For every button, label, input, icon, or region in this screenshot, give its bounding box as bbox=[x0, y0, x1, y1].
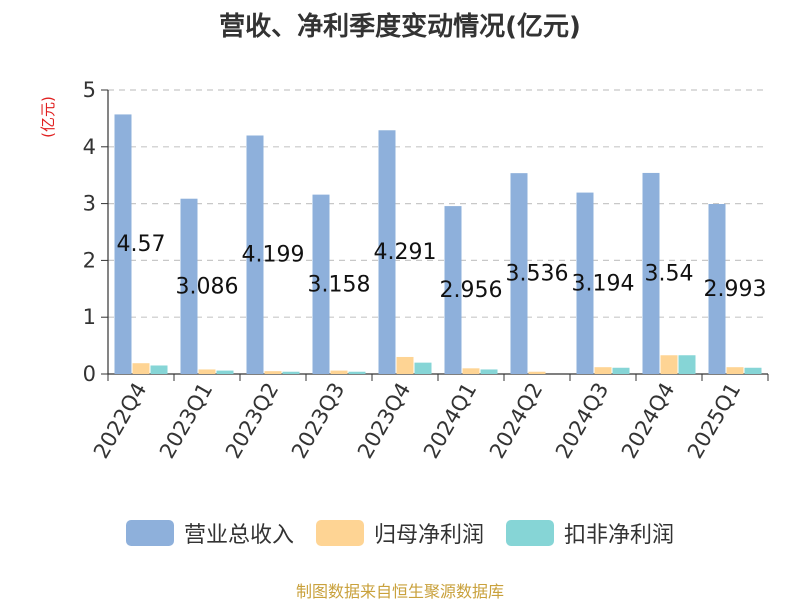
y-axis-ticks: 0 1 2 3 4 5 bbox=[83, 78, 108, 386]
bar-1-2 bbox=[264, 371, 282, 374]
bar-2-4 bbox=[414, 362, 432, 374]
legend-label: 营业总收入 bbox=[183, 523, 294, 548]
bar-0-7 bbox=[576, 192, 594, 374]
bar-0-4 bbox=[378, 130, 396, 374]
bar-1-6 bbox=[528, 371, 546, 374]
bar-0-9 bbox=[708, 203, 726, 374]
data-label: 4.291 bbox=[374, 240, 437, 265]
legend-label: 扣非净利润 bbox=[564, 523, 675, 548]
y-tick-label: 4 bbox=[83, 135, 96, 159]
x-tick-label: 2023Q3 bbox=[287, 379, 349, 463]
legend-swatch bbox=[315, 520, 364, 546]
legend-item[interactable]: 扣非净利润 bbox=[506, 517, 674, 549]
bar-1-9 bbox=[726, 367, 744, 374]
x-tick-label: 2022Q4 bbox=[89, 379, 151, 463]
bar-0-1 bbox=[180, 198, 198, 374]
x-tick-label: 2024Q2 bbox=[485, 379, 547, 463]
bar-2-7 bbox=[612, 367, 630, 374]
bar-1-0 bbox=[132, 363, 150, 374]
y-axis-unit-label: (亿元) bbox=[39, 96, 57, 138]
bar-1-5 bbox=[462, 368, 480, 374]
bar-1-8 bbox=[660, 355, 678, 374]
x-tick-label: 2024Q4 bbox=[617, 379, 679, 463]
y-tick-label: 1 bbox=[83, 305, 96, 329]
legend-item[interactable]: 归母净利润 bbox=[315, 517, 484, 549]
x-tick-label: 2023Q2 bbox=[221, 379, 283, 463]
bar-0-8 bbox=[642, 172, 660, 374]
x-tick-label: 2024Q3 bbox=[551, 379, 613, 463]
data-label: 4.199 bbox=[242, 243, 305, 268]
chart-title: 营收、净利季度变动情况(亿元) bbox=[219, 12, 581, 42]
x-tick-label: 2023Q4 bbox=[353, 379, 415, 463]
bar-0-5 bbox=[444, 206, 462, 374]
bar-1-1 bbox=[198, 369, 216, 374]
y-tick-label: 2 bbox=[83, 248, 96, 272]
bar-2-3 bbox=[348, 371, 366, 374]
bar-0-3 bbox=[312, 194, 330, 374]
bar-2-9 bbox=[744, 367, 762, 374]
legend: 营业总收入 归母净利润 扣非净利润 bbox=[0, 517, 800, 549]
bar-1-7 bbox=[594, 367, 612, 374]
bar-2-2 bbox=[282, 371, 300, 374]
data-label: 2.956 bbox=[440, 278, 503, 303]
y-tick-label: 3 bbox=[83, 192, 96, 216]
data-label: 4.57 bbox=[117, 232, 166, 257]
bar-1-3 bbox=[330, 370, 348, 374]
bar-0-2 bbox=[246, 135, 264, 374]
data-label: 3.194 bbox=[572, 271, 635, 296]
x-tick-label: 2024Q1 bbox=[419, 379, 481, 463]
bar-0-6 bbox=[510, 173, 528, 374]
legend-swatch bbox=[506, 520, 554, 546]
data-label: 3.54 bbox=[645, 261, 694, 286]
bar-2-1 bbox=[216, 370, 234, 374]
legend-item[interactable]: 营业总收入 bbox=[125, 517, 294, 549]
data-label: 3.086 bbox=[176, 274, 239, 299]
bar-2-8 bbox=[678, 355, 696, 374]
bar-0-0 bbox=[114, 114, 132, 374]
x-axis-ticks: 2022Q4 2023Q1 2023Q2 2023Q3 2023Q4 2024Q1 2024… bbox=[89, 374, 769, 463]
bar-2-5 bbox=[480, 369, 498, 374]
bar-1-4 bbox=[396, 356, 414, 374]
y-tick-label: 0 bbox=[83, 362, 96, 386]
legend-swatch bbox=[125, 520, 174, 546]
x-tick-label: 2025Q1 bbox=[683, 379, 745, 463]
data-label: 3.536 bbox=[506, 262, 569, 287]
x-tick-label: 2023Q1 bbox=[155, 379, 217, 463]
bar-2-0 bbox=[150, 365, 168, 374]
data-label: 3.158 bbox=[308, 272, 371, 297]
bars bbox=[114, 114, 762, 374]
y-tick-label: 5 bbox=[83, 78, 96, 102]
legend-label: 归母净利润 bbox=[373, 523, 484, 548]
source-note: 制图数据来自恒生聚源数据库 bbox=[295, 582, 504, 601]
data-label: 2.993 bbox=[704, 277, 767, 302]
axes bbox=[107, 90, 768, 375]
